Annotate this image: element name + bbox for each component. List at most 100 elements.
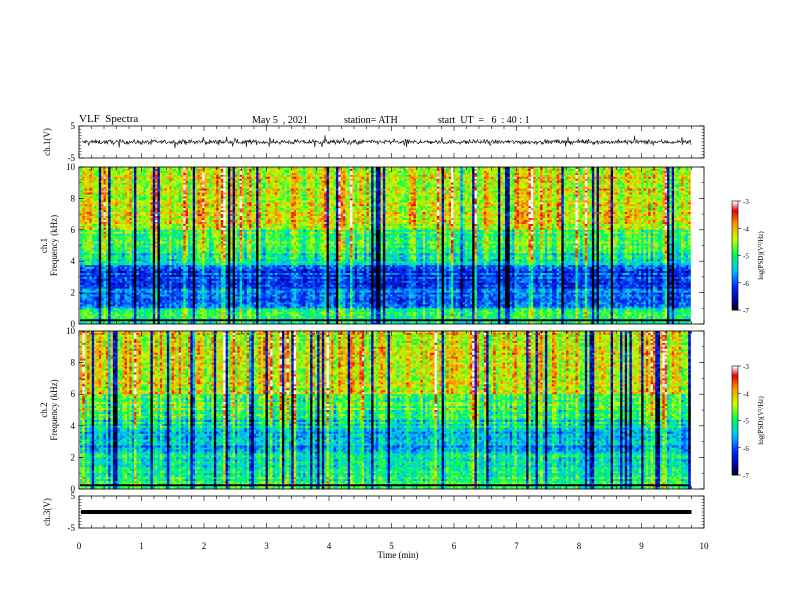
ch1-spectrogram-cell — [428, 177, 431, 179]
ch1-spectrogram-cell — [254, 177, 257, 179]
ch1-spectrogram-cell — [446, 181, 449, 183]
ch1-spectrogram-cell — [327, 183, 330, 185]
ch1-spectrogram-cell — [526, 179, 529, 181]
ch1-spectrogram-cell — [568, 171, 571, 173]
ch1-spectrogram-cell — [585, 169, 588, 171]
ch1-spectrogram-cell — [681, 175, 684, 177]
ch1-spectrogram-cell — [554, 179, 557, 181]
ch1-spectrogram-cell — [425, 183, 428, 185]
ch1-spectrogram-cell — [348, 181, 351, 183]
ch1-spectrogram-cell — [465, 177, 468, 179]
ch1-spectrogram-cell — [409, 171, 412, 173]
ch1-spectrogram-cell — [665, 183, 668, 185]
ch1-spectrogram-cell — [420, 179, 423, 181]
ch1-spectrogram-cell — [599, 175, 602, 177]
ch1-spectrogram-cell — [406, 185, 409, 187]
ch1-spectrogram-cell — [169, 183, 172, 185]
ch1-spectrogram-cell — [209, 171, 212, 173]
ch1-spectrogram-cell — [280, 173, 283, 175]
ch1-spectrogram-cell — [176, 169, 179, 171]
ch1-spectrogram-cell — [646, 179, 649, 181]
ch1-spectrogram-cell — [493, 177, 496, 179]
ch1-spectrogram-cell — [496, 171, 499, 173]
ch1-spectrogram-cell — [106, 181, 109, 183]
ch1-spectrogram-cell — [270, 175, 273, 177]
ch1-spectrogram-cell — [204, 177, 207, 179]
ch1-spectrogram-cell — [99, 187, 102, 189]
ch1-spectrogram-cell — [451, 173, 454, 175]
ch1-spectrogram-cell — [381, 183, 384, 185]
ch1-spectrogram-cell — [590, 179, 593, 181]
ch1-spectrogram-cell — [404, 179, 407, 181]
ch1-spectrogram-cell — [500, 183, 503, 185]
ch1-spectrogram-cell — [686, 173, 689, 175]
ch1-spectrogram-cell — [369, 179, 372, 181]
ch1-spectrogram-cell — [388, 171, 391, 173]
ch1-spectrogram-cell — [364, 173, 367, 175]
ch1-spectrogram-cell — [456, 183, 459, 185]
ch1-spectrogram-cell — [348, 171, 351, 173]
ch1-spectrogram-cell — [200, 177, 203, 179]
ch1-spectrogram-cell — [388, 177, 391, 179]
ch1-spectrogram-cell — [594, 169, 597, 171]
ch1-spectrogram-cell — [85, 185, 88, 187]
ch1-spectrogram-cell — [385, 181, 388, 183]
ch1-spectrogram-cell — [655, 171, 658, 173]
ch1-spectrogram-cell — [266, 173, 269, 175]
ch1-spectrogram-cell — [132, 173, 135, 175]
ch1-spectrogram-cell — [634, 185, 637, 187]
ch1-spectrogram-cell — [651, 171, 654, 173]
ch1-spectrogram-cell — [106, 187, 109, 189]
ch1-spectrogram-cell — [249, 183, 252, 185]
ch1-spectrogram-cell — [157, 171, 160, 173]
ch1-spectrogram-cell — [113, 179, 116, 181]
ch1-spectrogram-cell — [268, 179, 271, 181]
ch1-spectrogram-cell — [176, 171, 179, 173]
ch1-spectrogram-cell — [474, 175, 477, 177]
ch1-spectrogram-cell — [688, 173, 691, 175]
ch1-spectrogram-cell — [348, 169, 351, 171]
ch1-spectrogram-cell — [573, 173, 576, 175]
ch1-spectrogram-cell — [683, 177, 686, 179]
ch1-spectrogram-cell — [413, 181, 416, 183]
ch1-spectrogram-cell — [449, 177, 452, 179]
ch1-spectrogram-cell — [120, 169, 123, 171]
ch1-spectrogram-cell — [538, 185, 541, 187]
ch1-spectrogram-cell — [275, 169, 278, 171]
ch1-spectrogram-cell — [256, 173, 259, 175]
ch1-spectrogram-cell — [587, 179, 590, 181]
ch1-spectrogram-cell — [80, 169, 83, 171]
ch1-spectrogram-cell — [599, 183, 602, 185]
ch1-spectrogram-cell — [134, 185, 137, 187]
ch1-spectrogram-cell — [261, 183, 264, 185]
ch1-spectrogram-cell — [627, 181, 630, 183]
ch1-spectrogram-cell — [477, 179, 480, 181]
ch1-spectrogram-cell — [552, 181, 555, 183]
ch1-spectrogram-cell — [228, 177, 231, 179]
ch1-spectrogram-cell — [118, 181, 121, 183]
ch1-spectrogram-cell — [594, 173, 597, 175]
ch1-spectrogram-cell — [92, 175, 95, 177]
ch1-spectrogram-cell — [301, 183, 304, 185]
ch1-spectrogram-cell — [150, 173, 153, 175]
ch1-spectrogram-cell — [444, 181, 447, 183]
ch1-spectrogram-cell — [296, 171, 299, 173]
ch1-spectrogram-cell — [183, 183, 186, 185]
ch1-spectrogram-cell — [392, 183, 395, 185]
ch1-spectrogram-cell — [172, 187, 175, 189]
ch1-spectrogram-cell — [193, 181, 196, 183]
ch1-spectrogram-cell — [291, 177, 294, 179]
ch1-spectrogram-cell — [289, 181, 292, 183]
ch1-spectrogram-cell — [294, 171, 297, 173]
ch1-spectrogram-cell — [376, 179, 379, 181]
ch1-spectrogram-cell — [172, 179, 175, 181]
ch1-spectrogram-cell — [341, 183, 344, 185]
ch1-spectrogram-cell — [547, 173, 550, 175]
ch1-spectrogram-cell — [183, 187, 186, 189]
ch1-spectrogram-cell — [435, 175, 438, 177]
ch1-spectrogram-cell — [519, 173, 522, 175]
ch1-spectrogram-cell — [430, 175, 433, 177]
ch1-spectrogram-cell — [564, 185, 567, 187]
ch1-spectrogram-cell — [221, 177, 224, 179]
ch1-spectrogram-cell — [143, 185, 146, 187]
